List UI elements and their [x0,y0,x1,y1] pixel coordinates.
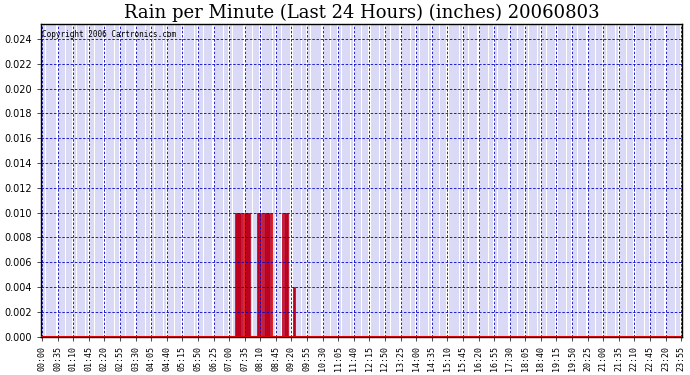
Bar [239,213,241,337]
Bar [235,213,237,337]
Bar [244,213,246,337]
Bar [286,213,288,337]
Bar [264,213,266,337]
Text: Copyright 2006 Cartronics.com: Copyright 2006 Cartronics.com [42,30,177,39]
Bar [284,213,286,337]
Bar [241,213,244,337]
Bar [266,213,268,337]
Bar [257,213,259,337]
Bar [259,213,262,337]
Bar [270,213,273,337]
Title: Rain per Minute (Last 24 Hours) (inches) 20060803: Rain per Minute (Last 24 Hours) (inches)… [124,4,600,22]
Bar [248,213,250,337]
Bar [268,213,270,337]
Bar [246,213,248,337]
Bar [282,213,284,337]
Bar [293,287,295,337]
Bar [262,213,264,337]
Bar [237,213,239,337]
